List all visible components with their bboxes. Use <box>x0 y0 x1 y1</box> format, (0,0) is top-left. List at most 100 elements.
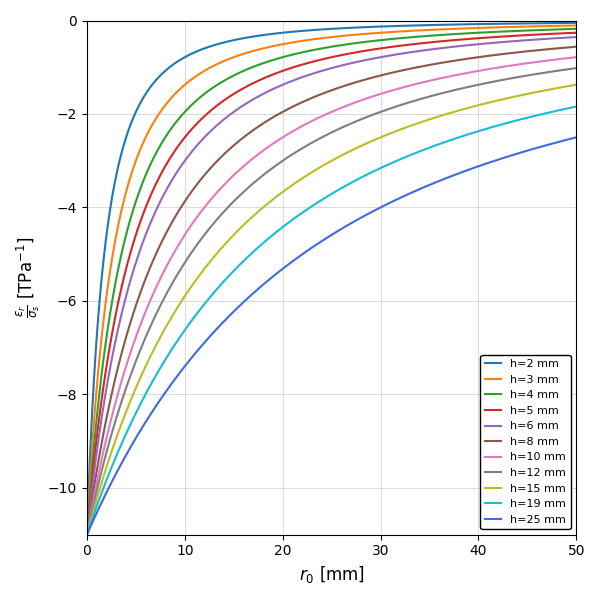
h=19 mm <box>448 136 455 143</box>
h=12 mm <box>271 163 278 170</box>
h=25 mm <box>572 134 580 141</box>
h=6 mm <box>448 43 455 50</box>
h=6 mm <box>83 530 91 538</box>
h=19 mm <box>572 103 580 110</box>
h=15 mm <box>377 134 384 141</box>
h=4 mm <box>401 34 409 41</box>
h=2 mm <box>485 20 493 28</box>
h=3 mm <box>271 43 278 50</box>
h=5 mm <box>572 29 580 37</box>
h=2 mm <box>572 19 580 26</box>
h=5 mm <box>377 45 384 52</box>
Line: h=25 mm: h=25 mm <box>87 137 576 535</box>
h=10 mm <box>448 72 455 79</box>
Line: h=5 mm: h=5 mm <box>87 33 576 533</box>
h=8 mm <box>448 58 455 65</box>
h=8 mm <box>83 530 91 538</box>
h=3 mm <box>572 22 580 29</box>
Legend: h=2 mm, h=3 mm, h=4 mm, h=5 mm, h=6 mm, h=8 mm, h=10 mm, h=12 mm, h=15 mm, h=19 : h=2 mm, h=3 mm, h=4 mm, h=5 mm, h=6 mm, … <box>481 355 571 529</box>
Y-axis label: $\frac{\varepsilon_r}{\sigma_s}$ [TPa$^{-1}$]: $\frac{\varepsilon_r}{\sigma_s}$ [TPa$^{… <box>15 237 43 318</box>
Line: h=19 mm: h=19 mm <box>87 107 576 535</box>
h=5 mm <box>271 70 278 77</box>
h=12 mm <box>572 64 580 71</box>
h=25 mm <box>83 531 91 538</box>
h=5 mm <box>401 41 409 49</box>
h=2 mm <box>377 23 384 30</box>
h=19 mm <box>271 230 278 238</box>
X-axis label: $r_0$ [mm]: $r_0$ [mm] <box>299 564 365 585</box>
h=10 mm <box>377 91 384 98</box>
h=10 mm <box>83 530 91 538</box>
h=8 mm <box>271 113 278 121</box>
h=19 mm <box>83 531 91 538</box>
h=3 mm <box>401 28 409 35</box>
h=10 mm <box>172 246 179 253</box>
h=2 mm <box>172 59 179 66</box>
Line: h=8 mm: h=8 mm <box>87 47 576 534</box>
h=12 mm <box>377 109 384 116</box>
h=19 mm <box>485 124 493 131</box>
h=25 mm <box>377 204 384 211</box>
h=4 mm <box>377 37 384 44</box>
h=2 mm <box>448 21 455 28</box>
h=3 mm <box>448 25 455 32</box>
h=5 mm <box>448 37 455 44</box>
h=2 mm <box>401 22 409 29</box>
h=8 mm <box>377 72 384 79</box>
h=5 mm <box>172 146 179 153</box>
h=25 mm <box>271 272 278 279</box>
Line: h=2 mm: h=2 mm <box>87 23 576 532</box>
h=12 mm <box>401 100 409 107</box>
h=6 mm <box>572 34 580 41</box>
Line: h=4 mm: h=4 mm <box>87 29 576 533</box>
h=3 mm <box>485 24 493 31</box>
h=10 mm <box>485 65 493 73</box>
h=4 mm <box>172 119 179 126</box>
h=5 mm <box>83 530 91 537</box>
h=10 mm <box>572 53 580 61</box>
h=19 mm <box>377 164 384 172</box>
h=8 mm <box>172 212 179 219</box>
h=5 mm <box>485 34 493 41</box>
h=25 mm <box>172 374 179 382</box>
h=10 mm <box>271 139 278 146</box>
h=4 mm <box>271 56 278 63</box>
h=6 mm <box>401 49 409 56</box>
h=15 mm <box>485 99 493 106</box>
h=25 mm <box>401 192 409 199</box>
h=12 mm <box>83 530 91 538</box>
h=15 mm <box>172 307 179 314</box>
h=6 mm <box>377 53 384 61</box>
h=12 mm <box>485 79 493 86</box>
h=6 mm <box>172 170 179 178</box>
h=2 mm <box>83 529 91 536</box>
h=15 mm <box>448 109 455 116</box>
h=12 mm <box>448 87 455 94</box>
h=4 mm <box>83 530 91 537</box>
h=12 mm <box>172 274 179 281</box>
h=4 mm <box>448 31 455 38</box>
h=19 mm <box>172 340 179 347</box>
h=6 mm <box>271 85 278 92</box>
h=2 mm <box>271 30 278 37</box>
h=4 mm <box>485 29 493 36</box>
h=25 mm <box>485 159 493 166</box>
Line: h=15 mm: h=15 mm <box>87 85 576 535</box>
Line: h=3 mm: h=3 mm <box>87 25 576 533</box>
h=4 mm <box>572 25 580 32</box>
h=3 mm <box>83 529 91 536</box>
Line: h=10 mm: h=10 mm <box>87 57 576 534</box>
Line: h=6 mm: h=6 mm <box>87 37 576 534</box>
h=15 mm <box>572 81 580 88</box>
h=6 mm <box>485 40 493 47</box>
h=3 mm <box>172 89 179 97</box>
h=10 mm <box>401 83 409 91</box>
h=15 mm <box>401 124 409 131</box>
h=3 mm <box>377 29 384 37</box>
h=8 mm <box>485 52 493 59</box>
h=25 mm <box>448 172 455 179</box>
h=8 mm <box>401 66 409 73</box>
h=19 mm <box>401 154 409 161</box>
Line: h=12 mm: h=12 mm <box>87 68 576 534</box>
h=8 mm <box>572 43 580 50</box>
